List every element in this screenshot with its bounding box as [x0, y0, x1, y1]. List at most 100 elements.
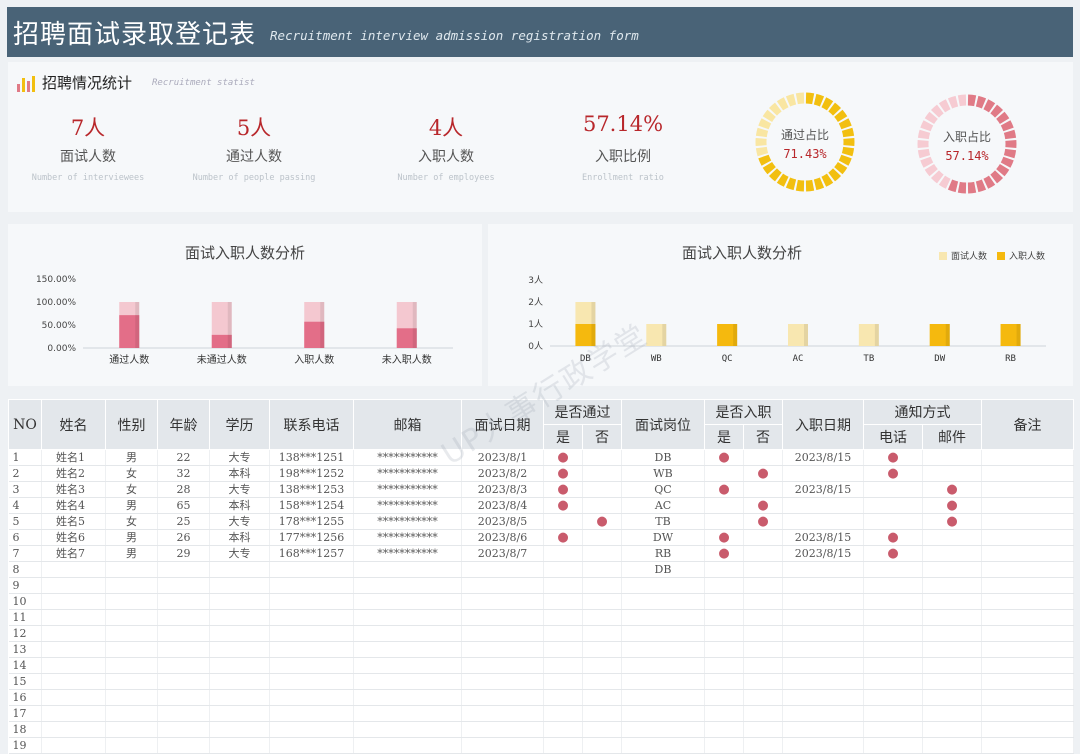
- cell-passed-no: [583, 562, 622, 578]
- cell-hired-yes: [705, 738, 744, 754]
- cell-remark: [982, 738, 1074, 754]
- cell-passed-yes: [544, 738, 583, 754]
- cell-age: 65: [158, 498, 210, 514]
- cell-notify-mail: [923, 578, 982, 594]
- cell-notify-phone: [864, 610, 923, 626]
- cell-no: 9: [9, 578, 42, 594]
- page-title: 招聘面试录取登记表: [13, 14, 256, 51]
- cell-hired-no: [744, 642, 783, 658]
- cell-interview-date: [462, 658, 544, 674]
- cell-notify-phone: [864, 578, 923, 594]
- table-row[interactable]: 16: [9, 690, 1074, 706]
- cell-remark: [982, 722, 1074, 738]
- cell-hired-no: ●: [744, 498, 783, 514]
- cell-interview-date: [462, 690, 544, 706]
- cell-gender: 男: [106, 498, 158, 514]
- cell-age: [158, 722, 210, 738]
- cell-notify-mail: [923, 450, 982, 466]
- cell-email: [354, 690, 462, 706]
- donut-segment: [968, 100, 975, 101]
- cell-hired-yes: [705, 674, 744, 690]
- donut-segment: [994, 109, 999, 114]
- col-hired-no: 否: [744, 425, 783, 450]
- cell-notify-phone: [864, 674, 923, 690]
- bar-shade: [320, 322, 324, 348]
- cell-education: [210, 706, 270, 722]
- donut-segment: [942, 104, 948, 108]
- cell-hired-yes: [705, 642, 744, 658]
- cell-hire-date: [783, 562, 864, 578]
- table-row[interactable]: 18: [9, 722, 1074, 738]
- stat-value: 57.14%: [543, 112, 703, 142]
- donut-value: 57.14%: [915, 149, 1019, 163]
- table-row[interactable]: 11: [9, 610, 1074, 626]
- cell-hire-date: [783, 674, 864, 690]
- cell-name: [42, 594, 106, 610]
- cell-education: [210, 738, 270, 754]
- cell-notify-phone: ●: [864, 466, 923, 482]
- cell-passed-yes: [544, 690, 583, 706]
- cell-passed-yes: [544, 706, 583, 722]
- x-tick-label: WB: [651, 354, 662, 364]
- cell-phone: 168***1257: [270, 546, 354, 562]
- cell-hired-no: [744, 658, 783, 674]
- cell-hired-no: [744, 610, 783, 626]
- cell-phone: [270, 658, 354, 674]
- bar-shade: [875, 324, 879, 346]
- col-hired: 是否入职: [705, 400, 783, 425]
- cell-notify-mail: [923, 674, 982, 690]
- table-row[interactable]: 13: [9, 642, 1074, 658]
- cell-position: DW: [622, 530, 705, 546]
- cell-interview-date: [462, 594, 544, 610]
- cell-interview-date: [462, 610, 544, 626]
- table-row[interactable]: 10: [9, 594, 1074, 610]
- cell-no: 4: [9, 498, 42, 514]
- cell-hired-yes: [705, 562, 744, 578]
- table-row[interactable]: 14: [9, 658, 1074, 674]
- donut-segment: [780, 102, 786, 106]
- table-row[interactable]: 15: [9, 674, 1074, 690]
- cell-no: 19: [9, 738, 42, 754]
- cell-passed-no: [583, 498, 622, 514]
- table-row[interactable]: 19: [9, 738, 1074, 754]
- cell-age: 26: [158, 530, 210, 546]
- cell-hire-date: [783, 690, 864, 706]
- donut-segment: [959, 187, 966, 188]
- table-row[interactable]: 12: [9, 626, 1074, 642]
- cell-hired-yes: [705, 466, 744, 482]
- cell-notify-mail: [923, 530, 982, 546]
- cell-remark: [982, 690, 1074, 706]
- cell-notify-phone: ●: [864, 530, 923, 546]
- cell-notify-phone: [864, 594, 923, 610]
- cell-phone: 138***1253: [270, 482, 354, 498]
- cell-remark: [982, 610, 1074, 626]
- cell-passed-no: [583, 674, 622, 690]
- cell-hire-date: [783, 466, 864, 482]
- cell-age: [158, 626, 210, 642]
- cell-interview-date: [462, 578, 544, 594]
- table-row[interactable]: 9: [9, 578, 1074, 594]
- stats-panel: 招聘情况统计 Recruitment statist 7人 面试人数 Numbe…: [8, 62, 1073, 212]
- cell-name: 姓名3: [42, 482, 106, 498]
- cell-remark: [982, 578, 1074, 594]
- cell-phone: 198***1252: [270, 466, 354, 482]
- cell-passed-yes: [544, 562, 583, 578]
- cell-hired-yes: [705, 658, 744, 674]
- cell-remark: [982, 562, 1074, 578]
- cell-gender: 男: [106, 450, 158, 466]
- table-row[interactable]: 17: [9, 706, 1074, 722]
- bar-shade: [591, 324, 595, 346]
- cell-age: 32: [158, 466, 210, 482]
- cell-passed-no: [583, 738, 622, 754]
- cell-email: [354, 578, 462, 594]
- cell-notify-phone: [864, 514, 923, 530]
- cell-hired-no: [744, 626, 783, 642]
